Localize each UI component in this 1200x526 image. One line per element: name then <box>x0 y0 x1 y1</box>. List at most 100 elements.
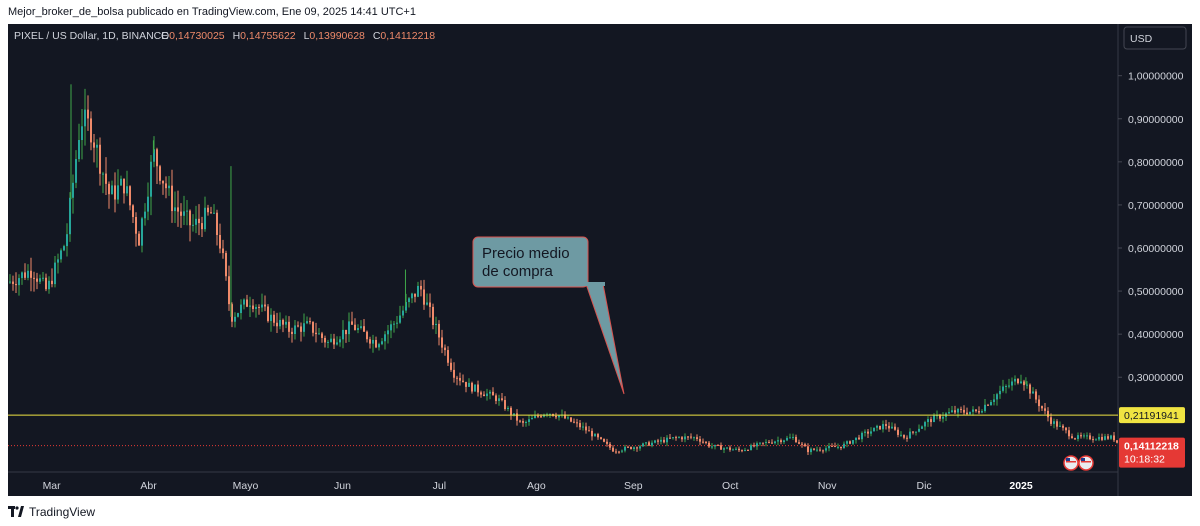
candle-59 <box>186 199 188 226</box>
price-chart[interactable]: PIXEL / US Dollar, 1D, BINANCE O0,147300… <box>8 24 1192 496</box>
candle-35 <box>114 172 116 213</box>
candle-296 <box>897 427 899 438</box>
candle-114 <box>351 311 353 325</box>
candle-5 <box>24 263 26 280</box>
candle-101 <box>312 321 314 337</box>
published-header: Mejor_broker_de_bolsa publicado en Tradi… <box>0 0 1200 24</box>
candle-99 <box>306 316 308 325</box>
candle-242 <box>735 447 737 451</box>
candle-113 <box>348 312 350 342</box>
candle-227 <box>690 433 692 440</box>
candle-208 <box>633 446 635 452</box>
candle-297 <box>900 431 902 437</box>
candle-357 <box>1080 432 1082 439</box>
candle-108 <box>333 333 335 349</box>
candle-39 <box>126 170 128 197</box>
candle-194 <box>591 428 593 441</box>
candle-317 <box>960 406 962 413</box>
candle-19 <box>66 223 68 257</box>
candle-351 <box>1062 424 1064 431</box>
last-price-countdown: 10:18:32 <box>1124 454 1165 466</box>
tradingview-brand: TradingView <box>29 505 96 519</box>
candle-11 <box>42 271 44 282</box>
candle-203 <box>618 450 620 454</box>
candle-105 <box>324 335 326 348</box>
candle-348 <box>1053 418 1055 429</box>
candle-306 <box>927 416 929 427</box>
candle-274 <box>831 443 833 447</box>
candle-209 <box>636 446 638 452</box>
annotation-callout[interactable]: Precio medio de compra <box>472 236 625 395</box>
candle-268 <box>813 447 815 451</box>
candle-141 <box>432 303 434 330</box>
candle-167 <box>510 406 512 420</box>
candle-163 <box>498 394 500 406</box>
candle-79 <box>246 294 248 308</box>
candle-318 <box>963 405 965 416</box>
candle-57 <box>180 203 182 228</box>
candle-214 <box>651 440 653 448</box>
candle-176 <box>537 413 539 419</box>
candle-65 <box>204 196 206 232</box>
x-tick-label-9: Dic <box>917 480 932 492</box>
legend-symbol: PIXEL / US Dollar, 1D, BINANCE <box>14 30 168 42</box>
candle-256 <box>777 436 779 446</box>
candle-64 <box>201 216 203 237</box>
currency-button-label: USD <box>1130 33 1153 45</box>
candle-42 <box>135 212 137 247</box>
candle-33 <box>108 181 110 209</box>
candle-109 <box>336 336 338 346</box>
candle-41 <box>132 204 134 224</box>
candle-142 <box>435 316 437 335</box>
candle-272 <box>825 445 827 453</box>
candle-368 <box>1113 432 1115 442</box>
candle-23 <box>78 123 80 162</box>
candle-213 <box>648 440 650 447</box>
candle-157 <box>480 390 482 398</box>
currency-button[interactable] <box>1123 26 1187 50</box>
candle-273 <box>828 443 830 452</box>
tradingview-logo[interactable]: TradingView <box>8 503 95 521</box>
candle-205 <box>624 444 626 453</box>
candle-133 <box>408 297 410 308</box>
candle-68 <box>213 204 215 214</box>
candle-60 <box>189 209 191 242</box>
candle-67 <box>210 206 212 214</box>
candle-40 <box>129 185 131 211</box>
economic-events-flags[interactable] <box>1063 455 1094 471</box>
candle-69 <box>216 209 218 246</box>
candle-240 <box>729 445 731 452</box>
candle-234 <box>711 443 713 450</box>
candle-37 <box>120 175 122 187</box>
chart-panel[interactable]: PIXEL / US Dollar, 1D, BINANCE O0,147300… <box>8 24 1192 496</box>
candle-289 <box>876 424 878 432</box>
candle-279 <box>846 440 848 448</box>
candle-140 <box>429 293 431 318</box>
candle-344 <box>1041 405 1043 412</box>
candle-28 <box>93 133 95 163</box>
candle-110 <box>339 336 341 347</box>
candle-188 <box>573 418 575 424</box>
candle-146 <box>447 346 449 367</box>
candle-369 <box>1116 440 1118 444</box>
candle-200 <box>609 441 611 451</box>
candle-315 <box>954 405 956 414</box>
candle-288 <box>873 427 875 432</box>
candle-31 <box>102 171 104 194</box>
candle-50 <box>159 164 161 185</box>
callout-pointer-joint <box>585 282 605 286</box>
candle-46 <box>147 182 149 221</box>
y-tick-label-2: 0,80000000 <box>1128 157 1184 169</box>
candle-77 <box>240 299 242 320</box>
y-tick-label-5: 0,50000000 <box>1128 286 1184 298</box>
candle-358 <box>1083 433 1085 439</box>
candle-85 <box>264 295 266 312</box>
candle-290 <box>879 425 881 431</box>
candle-350 <box>1059 421 1061 428</box>
legend-low-label: L <box>304 30 310 42</box>
last-price-badge <box>1119 437 1185 468</box>
candle-300 <box>909 428 911 439</box>
candle-286 <box>867 429 869 438</box>
candle-95 <box>294 319 296 340</box>
candle-292 <box>885 419 887 430</box>
